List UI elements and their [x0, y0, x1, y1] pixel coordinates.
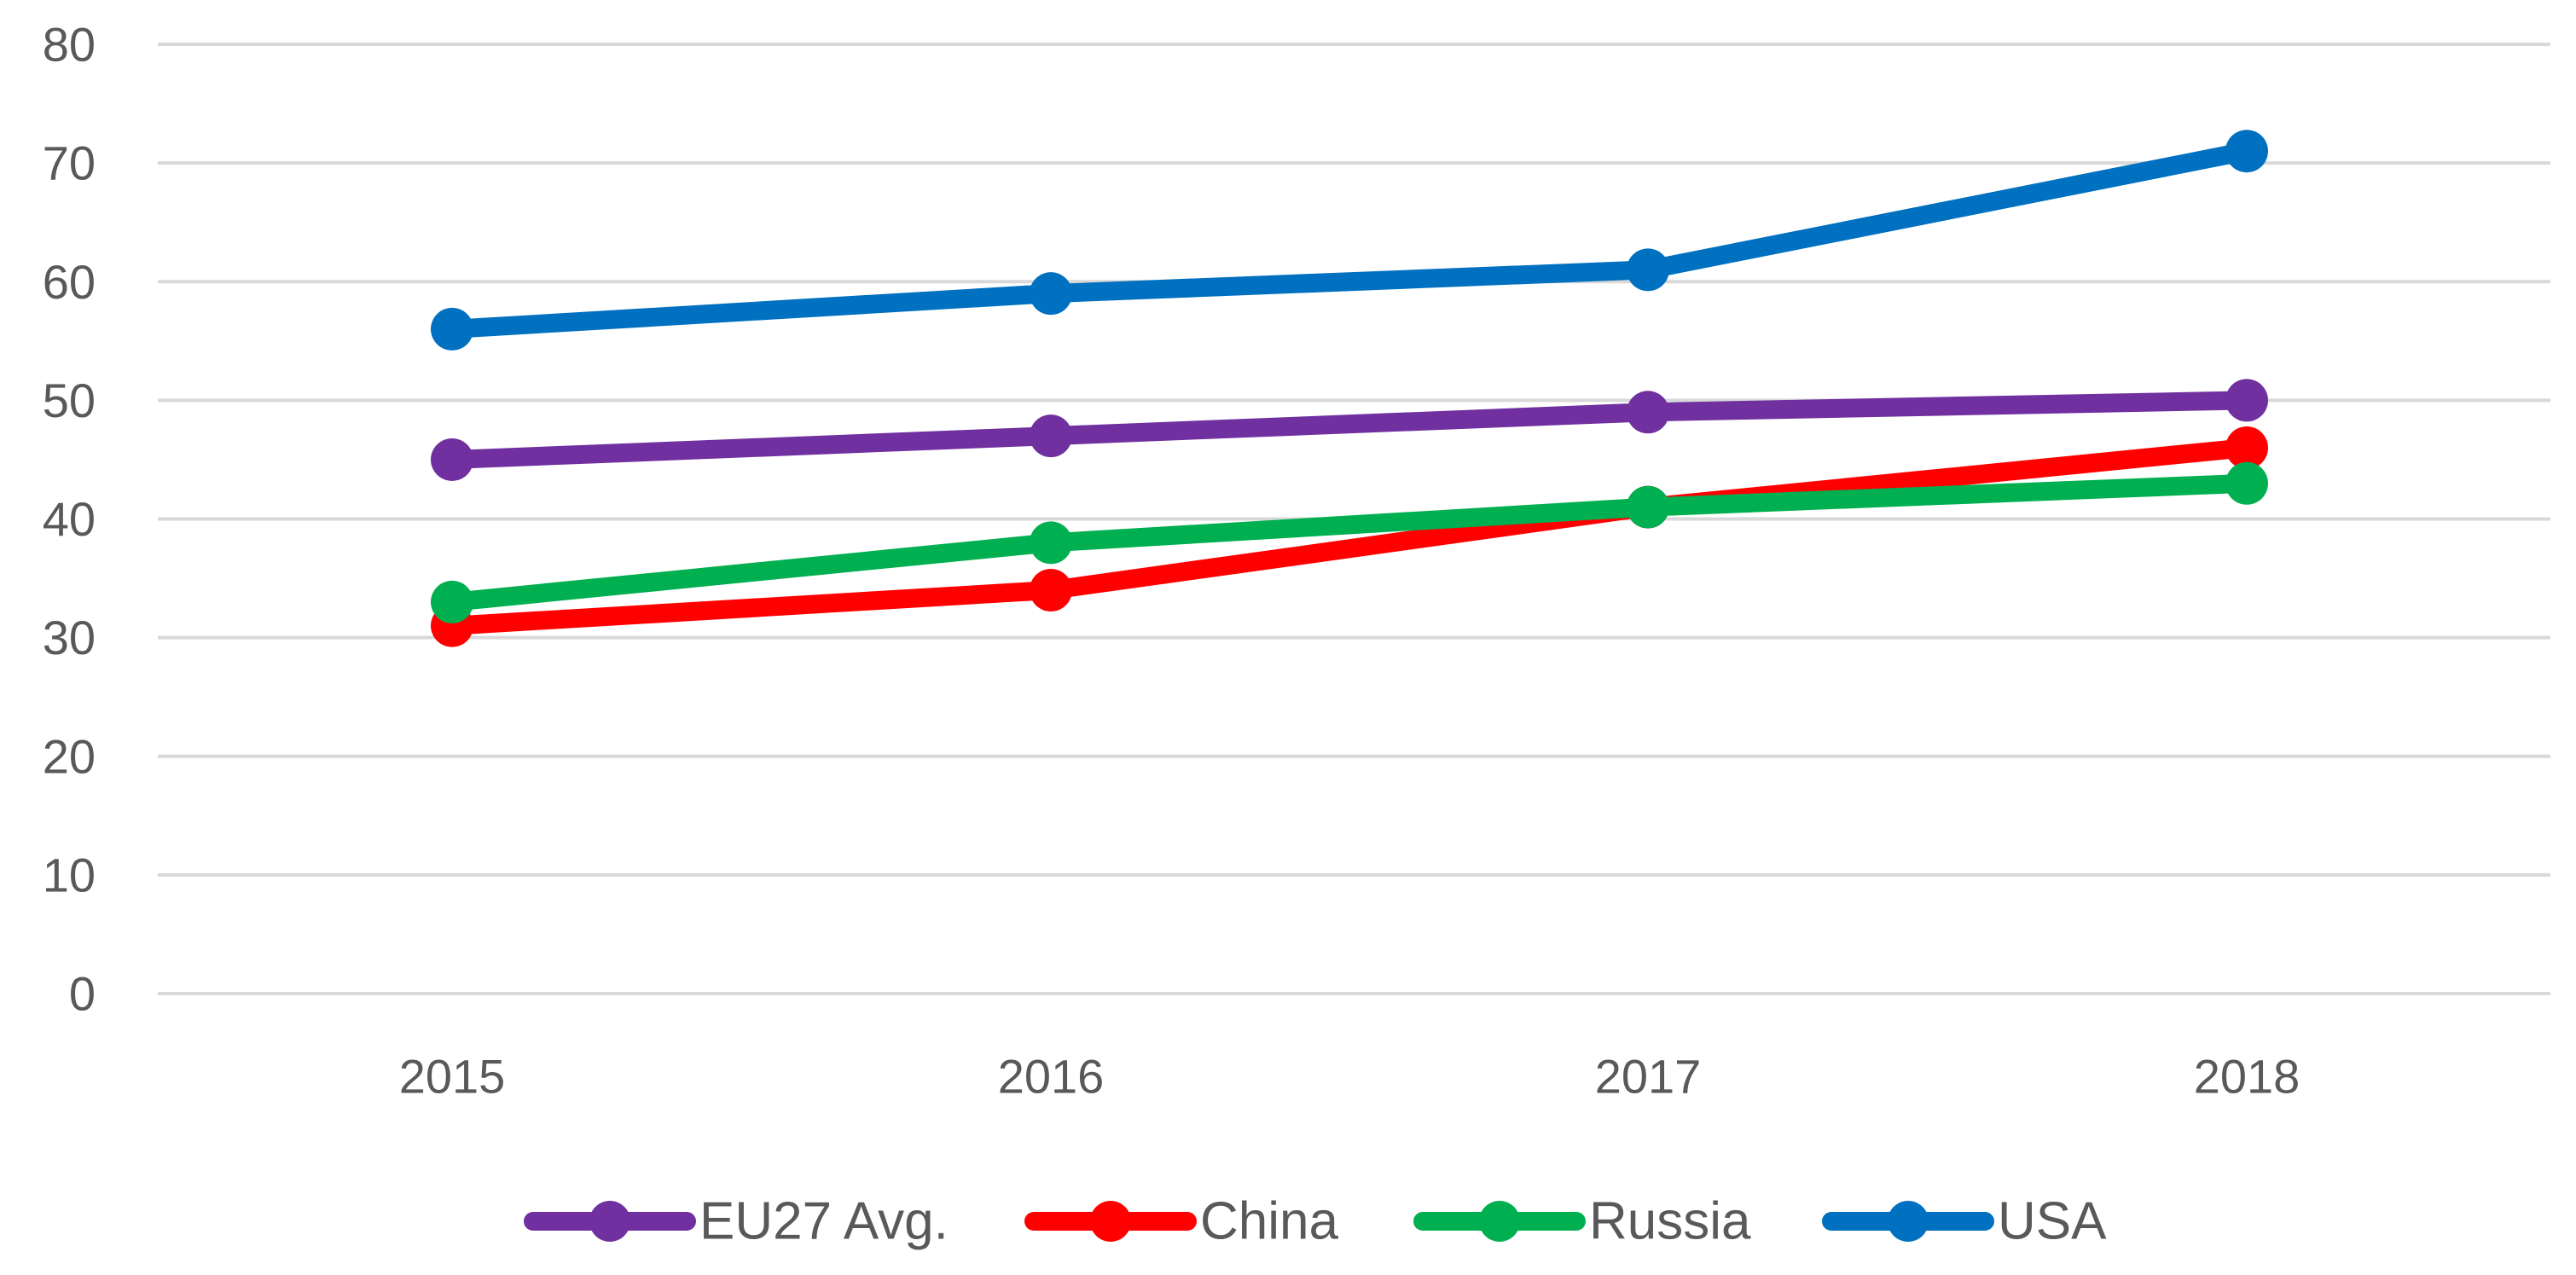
data-point: [431, 580, 473, 623]
legend-item: USA: [1822, 1192, 2107, 1251]
legend-label: Russia: [1589, 1192, 1751, 1251]
series-lines: [431, 130, 2268, 647]
x-tick-label: 2018: [2194, 1050, 2300, 1104]
y-tick-label: 20: [43, 729, 96, 783]
data-point: [1030, 272, 1072, 316]
legend-label: China: [1200, 1192, 1339, 1251]
series-line: [443, 391, 2256, 469]
y-tick-label: 50: [43, 374, 96, 427]
legend-swatch-marker: [1090, 1201, 1131, 1242]
y-tick-label: 60: [43, 255, 96, 309]
data-point: [2225, 426, 2268, 470]
legend-item: Russia: [1413, 1192, 1751, 1251]
legend-item: EU27 Avg.: [524, 1192, 949, 1251]
x-tick-label: 2017: [1595, 1050, 1702, 1104]
data-point: [2225, 461, 2268, 505]
legend-swatch-marker: [1888, 1201, 1929, 1242]
series-eu27-avg-: [431, 379, 2268, 481]
series-russia: [431, 461, 2268, 623]
x-axis-ticks: 2015 2016 2017 2018: [399, 1050, 2300, 1104]
legend-swatch-marker: [1479, 1201, 1520, 1242]
data-point: [2225, 379, 2268, 422]
data-point: [1030, 414, 1072, 458]
y-tick-label: 40: [43, 492, 96, 546]
y-tick-label: 80: [43, 18, 96, 72]
legend-label: EU27 Avg.: [699, 1192, 949, 1251]
y-tick-label: 30: [43, 611, 96, 664]
series-china: [431, 426, 2268, 647]
y-tick-label: 70: [43, 136, 96, 190]
legend-item: China: [1024, 1192, 1339, 1251]
data-point: [1627, 248, 1669, 292]
data-point: [431, 307, 473, 351]
series-line: [443, 142, 2256, 339]
data-point: [1627, 485, 1669, 529]
legend: EU27 Avg. China Russia USA: [524, 1192, 2107, 1251]
series-line: [443, 473, 2256, 611]
y-tick-label: 10: [43, 848, 96, 901]
x-tick-label: 2015: [399, 1050, 506, 1104]
series-line: [443, 438, 2256, 635]
data-point: [1030, 521, 1072, 565]
legend-label: USA: [1998, 1192, 2107, 1251]
series-usa: [431, 130, 2268, 351]
legend-swatch-marker: [589, 1201, 630, 1242]
x-tick-label: 2016: [998, 1050, 1105, 1104]
data-point: [1030, 568, 1072, 611]
data-point: [1627, 391, 1669, 434]
y-tick-label: 0: [69, 967, 96, 1021]
y-axis-ticks: 0 10 20 30 40 50 60 70 80: [43, 18, 96, 1021]
data-point: [2225, 130, 2268, 173]
data-point: [431, 438, 473, 481]
